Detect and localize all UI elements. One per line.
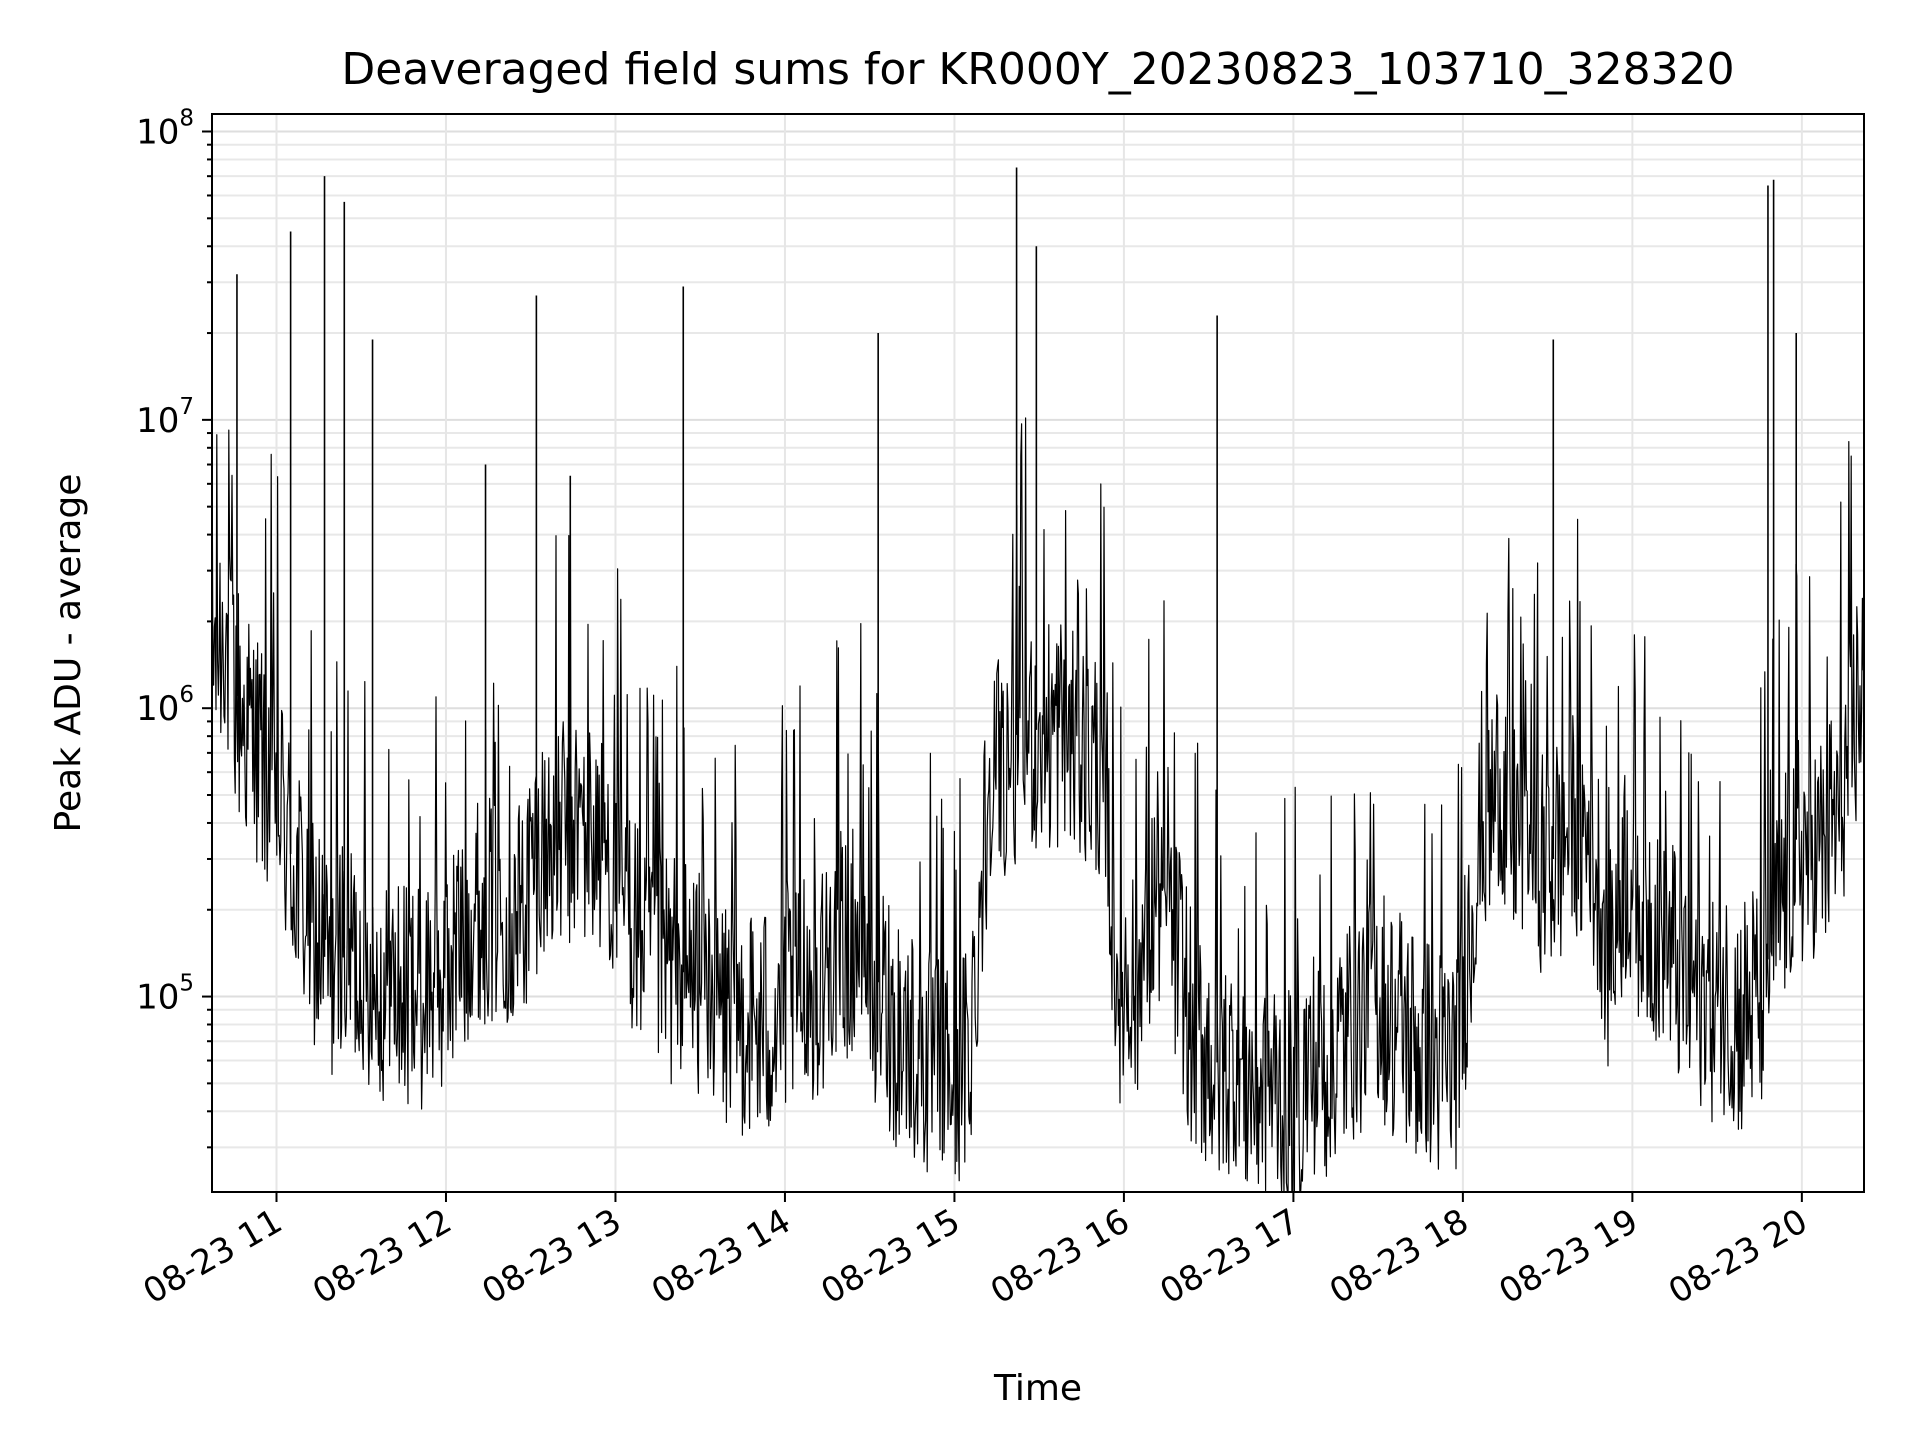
y-tick-label: 107: [136, 394, 194, 441]
plot-area: [212, 167, 1864, 1192]
y-axis-label: Peak ADU - average: [48, 474, 89, 833]
y-tick-base: 10: [136, 113, 179, 153]
x-axis-label: Time: [993, 1368, 1082, 1409]
y-tick-label: 108: [136, 106, 194, 153]
series-group: [212, 167, 1864, 1192]
y-tick-base: 10: [136, 401, 179, 441]
y-tick-exponent: 6: [179, 682, 194, 708]
y-tick-label: 106: [136, 682, 194, 729]
y-tick-exponent: 7: [179, 394, 194, 420]
y-tick-label: 105: [136, 971, 194, 1018]
y-tick-exponent: 8: [179, 106, 194, 132]
chart-title: Deaveraged field sums for KR000Y_2023082…: [341, 44, 1734, 95]
axis-ticks: [202, 130, 1803, 1202]
series-line: [212, 417, 1864, 1192]
y-tick-base: 10: [136, 689, 179, 729]
plot-frame: [211, 113, 1865, 1193]
y-tick-base: 10: [136, 978, 179, 1018]
y-tick-exponent: 5: [179, 971, 194, 997]
